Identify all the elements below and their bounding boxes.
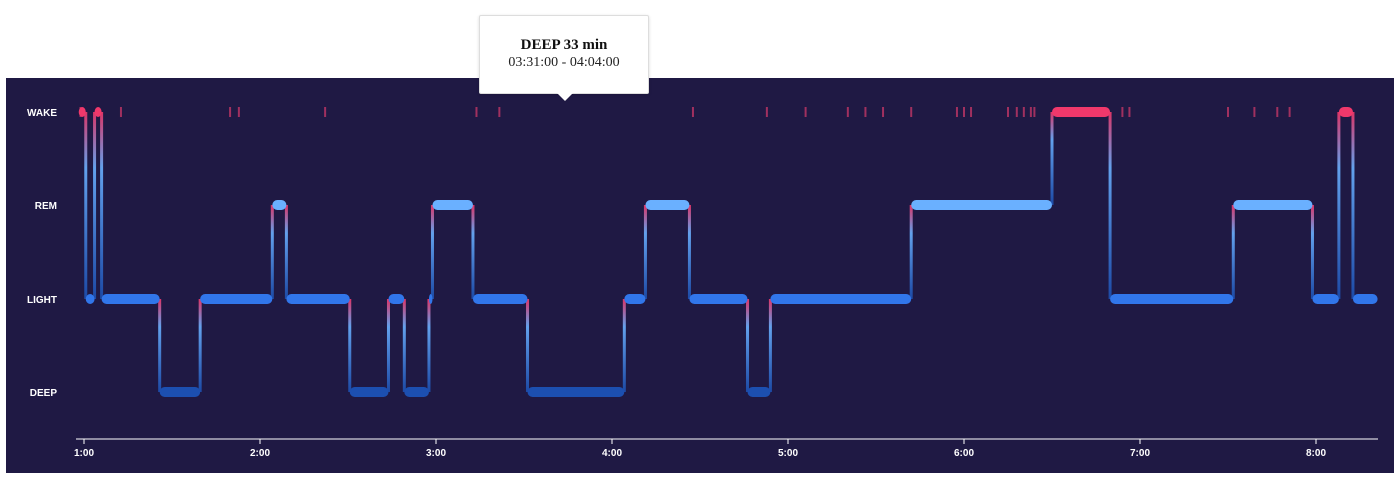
stage-transition (1310, 205, 1314, 299)
x-tick-label: 8:00 (1306, 448, 1326, 459)
stage-transition (430, 205, 434, 299)
stage-transition (471, 205, 475, 299)
segment-rem[interactable] (272, 200, 287, 210)
brief-wake-mark (1007, 107, 1009, 117)
brief-wake-mark (1015, 107, 1018, 117)
stage-transition (1351, 112, 1355, 299)
stage-transition (198, 299, 202, 392)
segment-deep[interactable] (527, 387, 625, 397)
segment-light[interactable] (85, 294, 95, 304)
stage-transition (622, 299, 626, 392)
stage-transition (158, 299, 162, 392)
stage-transition (687, 205, 691, 299)
brief-wake-mark (882, 107, 885, 117)
stage-transition (348, 299, 352, 392)
brief-wake-mark (498, 107, 501, 117)
brief-wake-mark (846, 107, 849, 117)
segment-light[interactable] (428, 294, 433, 304)
segment-light[interactable] (286, 294, 350, 304)
segment-rem[interactable] (645, 200, 690, 210)
segment-light[interactable] (1110, 294, 1234, 304)
segment-light[interactable] (770, 294, 912, 304)
x-tick-label: 7:00 (1130, 448, 1150, 459)
brief-wake-mark (765, 107, 768, 117)
segment-deep[interactable] (747, 387, 771, 397)
tooltip-arrow (557, 93, 573, 101)
segment-rem[interactable] (432, 200, 473, 210)
brief-wake-mark (475, 107, 478, 117)
x-tick-label: 4:00 (602, 448, 622, 459)
brief-wake-mark (119, 107, 122, 117)
brief-wake-mark (1022, 107, 1025, 117)
segment-rem[interactable] (1233, 200, 1313, 210)
segment-light[interactable] (689, 294, 748, 304)
segment-wake[interactable] (1338, 107, 1353, 117)
segment-deep[interactable] (159, 387, 201, 397)
segment-deep[interactable] (404, 387, 429, 397)
segment-wake[interactable] (78, 107, 86, 117)
stage-transition (746, 299, 750, 392)
segment-rem[interactable] (911, 200, 1052, 210)
x-tick-label: 2:00 (250, 448, 270, 459)
stage-transition (526, 299, 530, 392)
tooltip-title: DEEP 33 min (520, 37, 608, 53)
stage-transition (427, 299, 431, 392)
brief-wake-mark (1253, 107, 1256, 117)
brief-wake-mark (229, 107, 232, 117)
brief-wake-mark (963, 107, 965, 117)
stage-transition (386, 299, 390, 392)
segment-light[interactable] (624, 294, 646, 304)
stage-transition (1050, 112, 1054, 205)
stage-label-rem: REM (35, 201, 57, 212)
stage-label-light: LIGHT (27, 295, 57, 306)
brief-wake-mark (324, 107, 327, 117)
brief-wake-mark (1029, 107, 1032, 117)
stage-transition (1108, 112, 1112, 299)
segment-light[interactable] (200, 294, 273, 304)
segment-light[interactable] (101, 294, 160, 304)
segment-light[interactable] (388, 294, 405, 304)
x-tick-label: 1:00 (74, 448, 94, 459)
brief-wake-mark (237, 107, 240, 117)
brief-wake-mark (1033, 107, 1036, 117)
segment-tooltip: DEEP 33 min 03:31:00 - 04:04:00 (479, 15, 649, 101)
brief-wake-mark (691, 107, 694, 117)
stage-label-wake: WAKE (27, 108, 57, 119)
brief-wake-mark (1128, 107, 1131, 117)
brief-wake-mark (1276, 107, 1279, 117)
stage-transition (909, 205, 913, 299)
stage-transition (284, 205, 288, 299)
sleep-stage-chart[interactable]: WAKE REM LIGHT DEEP 1:00 2:00 3:00 4:00 5:00 6:0… (6, 78, 1394, 473)
stage-label-deep: DEEP (30, 388, 58, 399)
segment-wake[interactable] (1052, 107, 1111, 117)
brief-wake-mark (910, 107, 913, 117)
stage-transition (768, 299, 772, 392)
brief-wake-mark (804, 107, 807, 117)
stage-transition (643, 205, 647, 299)
x-tick-label: 5:00 (778, 448, 798, 459)
x-tick-label: 3:00 (426, 448, 446, 459)
segment-light[interactable] (1312, 294, 1339, 304)
brief-wake-mark (1227, 107, 1229, 117)
segment-deep[interactable] (349, 387, 389, 397)
segment-light[interactable] (472, 294, 528, 304)
stage-transition (270, 205, 274, 299)
brief-wake-mark (955, 107, 958, 117)
hypnogram-svg: WAKE REM LIGHT DEEP 1:00 2:00 3:00 4:00 5:00 6:0… (27, 107, 1378, 459)
x-tick-label: 6:00 (954, 448, 974, 459)
brief-wake-mark (970, 107, 973, 117)
brief-wake-mark (1288, 107, 1291, 117)
segment-wake[interactable] (94, 107, 102, 117)
stage-transition (100, 112, 104, 299)
segment-light[interactable] (1352, 294, 1378, 304)
stage-transition (84, 112, 88, 299)
tooltip-time-range: 03:31:00 - 04:04:00 (508, 55, 620, 70)
stage-transition (1231, 205, 1235, 299)
brief-wake-mark (864, 107, 867, 117)
stage-transition (93, 112, 97, 299)
brief-wake-mark (1121, 107, 1124, 117)
stage-transition (1337, 112, 1341, 299)
stage-transition (402, 299, 406, 392)
